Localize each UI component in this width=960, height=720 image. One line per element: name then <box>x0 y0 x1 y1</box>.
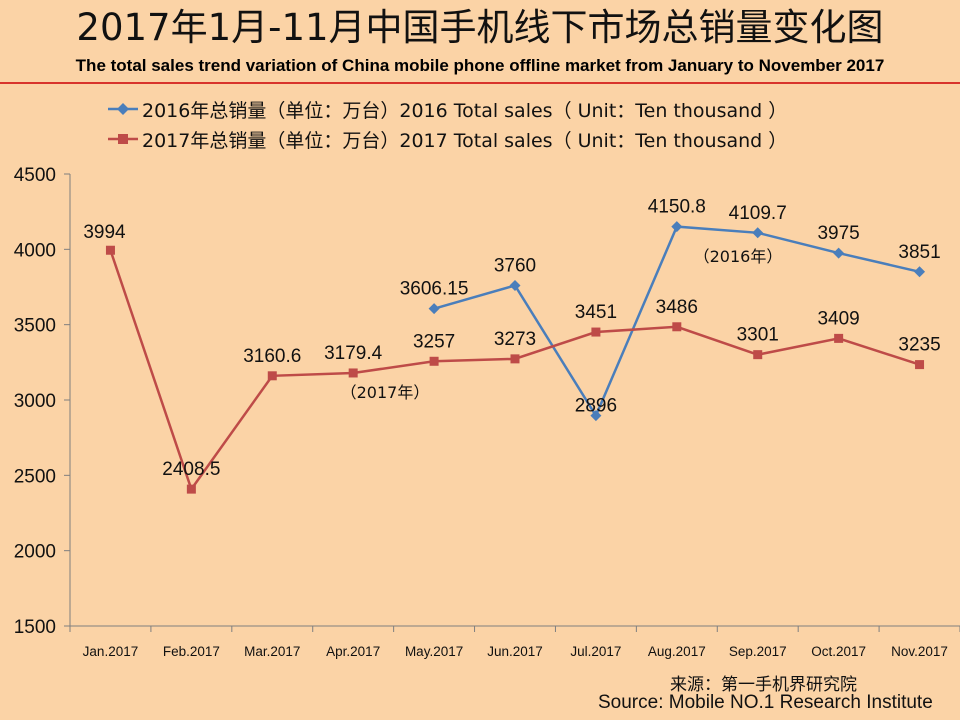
chart-title-en: The total sales trend variation of China… <box>75 56 885 75</box>
y-tick-label: 1500 <box>14 617 56 638</box>
x-tick-label: Oct.2017 <box>811 644 866 659</box>
annotation-2016: （2016年） <box>694 247 783 266</box>
data-label-2016: 2896 <box>575 396 617 417</box>
x-tick-label: May.2017 <box>405 644 463 659</box>
legend-diamond-marker-icon <box>108 103 138 115</box>
data-label-2016: 3606.15 <box>400 279 469 300</box>
data-label-2017: 3301 <box>737 325 779 346</box>
legend-square-marker-icon <box>108 134 138 144</box>
data-label-2017: 3409 <box>817 308 859 329</box>
source-cn: 来源：第一手机界研究院 <box>670 675 857 695</box>
data-point-2017 <box>105 245 115 255</box>
data-point-2016 <box>590 410 602 422</box>
data-point-2017 <box>267 371 277 381</box>
data-point-2016 <box>752 227 764 239</box>
data-point-2016 <box>833 247 845 259</box>
x-tick-label: Apr.2017 <box>326 644 380 659</box>
data-label-2016: 3851 <box>898 242 940 263</box>
data-point-2017 <box>753 350 763 360</box>
data-label-2017: 3160.6 <box>243 346 301 367</box>
x-tick-label: Sep.2017 <box>729 644 787 659</box>
source-en: Source: Mobile NO.1 Research Institute <box>598 692 933 713</box>
x-tick-label: Jul.2017 <box>570 644 621 659</box>
y-tick-label: 2000 <box>14 542 56 563</box>
x-tick-label: Nov.2017 <box>891 644 948 659</box>
y-tick-label: 2500 <box>14 466 56 487</box>
data-label-2017: 2408.5 <box>162 459 220 480</box>
data-point-2016 <box>428 303 440 315</box>
legend-item-2017: 2017年总销量（单位：万台）2017 Total sales（ Unit：Te… <box>108 124 787 154</box>
y-tick-label: 3500 <box>14 316 56 337</box>
legend: 2016年总销量（单位：万台）2016 Total sales（ Unit：Te… <box>108 94 787 154</box>
x-tick-label: Jan.2017 <box>83 644 139 659</box>
data-point-2016 <box>671 221 683 233</box>
x-tick-label: Jun.2017 <box>487 644 543 659</box>
x-tick-label: Feb.2017 <box>163 644 220 659</box>
data-point-2017 <box>591 327 601 337</box>
data-label-2017: 3451 <box>575 302 617 323</box>
x-tick-label: Mar.2017 <box>244 644 300 659</box>
data-label-2017: 3273 <box>494 329 536 350</box>
legend-label-2017: 2017年总销量（单位：万台）2017 Total sales（ Unit：Te… <box>142 129 788 152</box>
data-label-2017: 3179.4 <box>324 343 383 364</box>
annotation-2017: （2017年） <box>341 383 430 402</box>
data-label-2017: 3994 <box>83 222 126 243</box>
data-label-2016: 4150.8 <box>648 197 706 218</box>
y-tick-label: 4000 <box>14 240 56 261</box>
data-label-2016: 3975 <box>817 223 859 244</box>
data-label-2017: 3486 <box>656 297 698 318</box>
data-label-2016: 4109.7 <box>729 203 787 224</box>
y-tick-label: 3000 <box>14 391 56 412</box>
data-point-2017 <box>186 484 196 494</box>
legend-item-2016: 2016年总销量（单位：万台）2016 Total sales（ Unit：Te… <box>108 94 787 124</box>
chart-title-cn: 2017年1月-11月中国手机线下市场总销量变化图 <box>76 6 884 49</box>
x-tick-label: Aug.2017 <box>648 644 706 659</box>
data-point-2017 <box>429 356 439 366</box>
title-divider <box>0 82 960 84</box>
data-point-2017 <box>348 368 358 378</box>
legend-label-2016: 2016年总销量（单位：万台）2016 Total sales（ Unit：Te… <box>142 99 788 122</box>
data-point-2017 <box>834 333 844 343</box>
data-point-2017 <box>510 354 520 364</box>
data-label-2017: 3257 <box>413 331 455 352</box>
data-point-2016 <box>509 279 521 291</box>
data-label-2016: 3760 <box>494 255 536 276</box>
data-label-2017: 3235 <box>898 335 940 356</box>
data-point-2016 <box>914 266 926 278</box>
y-tick-label: 4500 <box>14 165 56 186</box>
data-point-2017 <box>672 322 682 332</box>
data-point-2017 <box>915 360 925 370</box>
